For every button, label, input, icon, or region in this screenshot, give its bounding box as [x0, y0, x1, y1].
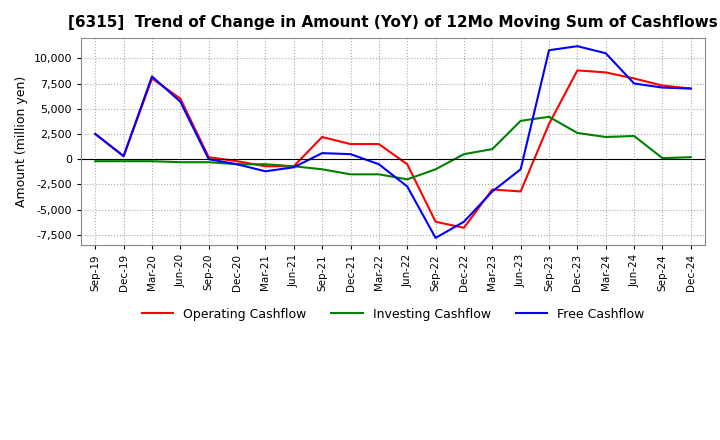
Line: Investing Cashflow: Investing Cashflow [95, 117, 690, 180]
Free Cashflow [346, 151, 355, 157]
Investing Cashflow [204, 160, 213, 165]
Operating Cashflow [233, 158, 241, 164]
Free Cashflow [374, 161, 383, 167]
Free Cashflow [176, 99, 184, 104]
Investing Cashflow [346, 172, 355, 177]
Operating Cashflow [204, 154, 213, 160]
Operating Cashflow [686, 86, 695, 91]
Investing Cashflow [176, 160, 184, 165]
Free Cashflow [545, 48, 554, 53]
Investing Cashflow [573, 130, 582, 136]
Free Cashflow [573, 44, 582, 49]
Free Cashflow [148, 74, 156, 79]
Operating Cashflow [403, 161, 412, 167]
Operating Cashflow [658, 83, 667, 88]
Operating Cashflow [120, 154, 128, 159]
Investing Cashflow [601, 134, 610, 139]
Operating Cashflow [91, 131, 99, 136]
Investing Cashflow [488, 147, 497, 152]
Free Cashflow [233, 161, 241, 167]
Free Cashflow [516, 167, 525, 172]
Investing Cashflow [658, 156, 667, 161]
Free Cashflow [459, 219, 468, 224]
Free Cashflow [431, 235, 440, 241]
Free Cashflow [120, 154, 128, 159]
Operating Cashflow [545, 121, 554, 127]
Investing Cashflow [91, 158, 99, 164]
Operating Cashflow [261, 164, 270, 169]
Free Cashflow [318, 150, 326, 156]
Investing Cashflow [431, 167, 440, 172]
Operating Cashflow [289, 164, 298, 169]
Operating Cashflow [488, 187, 497, 192]
Free Cashflow [403, 184, 412, 189]
Investing Cashflow [233, 161, 241, 167]
Investing Cashflow [318, 167, 326, 172]
Free Cashflow [488, 189, 497, 194]
Operating Cashflow [630, 76, 639, 81]
Operating Cashflow [346, 141, 355, 147]
Free Cashflow [91, 131, 99, 136]
Line: Operating Cashflow: Operating Cashflow [95, 70, 690, 228]
Free Cashflow [658, 85, 667, 90]
Investing Cashflow [289, 164, 298, 169]
Operating Cashflow [459, 225, 468, 231]
Investing Cashflow [374, 172, 383, 177]
Free Cashflow [686, 86, 695, 91]
Operating Cashflow [318, 134, 326, 139]
Investing Cashflow [459, 151, 468, 157]
Investing Cashflow [148, 158, 156, 164]
Free Cashflow [601, 51, 610, 56]
Free Cashflow [261, 169, 270, 174]
Investing Cashflow [516, 118, 525, 124]
Y-axis label: Amount (million yen): Amount (million yen) [15, 76, 28, 207]
Investing Cashflow [630, 133, 639, 139]
Operating Cashflow [573, 68, 582, 73]
Investing Cashflow [261, 161, 270, 167]
Investing Cashflow [545, 114, 554, 119]
Free Cashflow [630, 81, 639, 86]
Investing Cashflow [120, 158, 128, 164]
Operating Cashflow [374, 141, 383, 147]
Operating Cashflow [148, 76, 156, 81]
Operating Cashflow [516, 189, 525, 194]
Operating Cashflow [601, 70, 610, 75]
Free Cashflow [289, 165, 298, 170]
Free Cashflow [204, 157, 213, 162]
Investing Cashflow [686, 154, 695, 160]
Legend: Operating Cashflow, Investing Cashflow, Free Cashflow: Operating Cashflow, Investing Cashflow, … [137, 303, 649, 326]
Line: Free Cashflow: Free Cashflow [95, 46, 690, 238]
Title: [6315]  Trend of Change in Amount (YoY) of 12Mo Moving Sum of Cashflows: [6315] Trend of Change in Amount (YoY) o… [68, 15, 718, 30]
Operating Cashflow [176, 96, 184, 101]
Operating Cashflow [431, 219, 440, 224]
Investing Cashflow [403, 177, 412, 182]
